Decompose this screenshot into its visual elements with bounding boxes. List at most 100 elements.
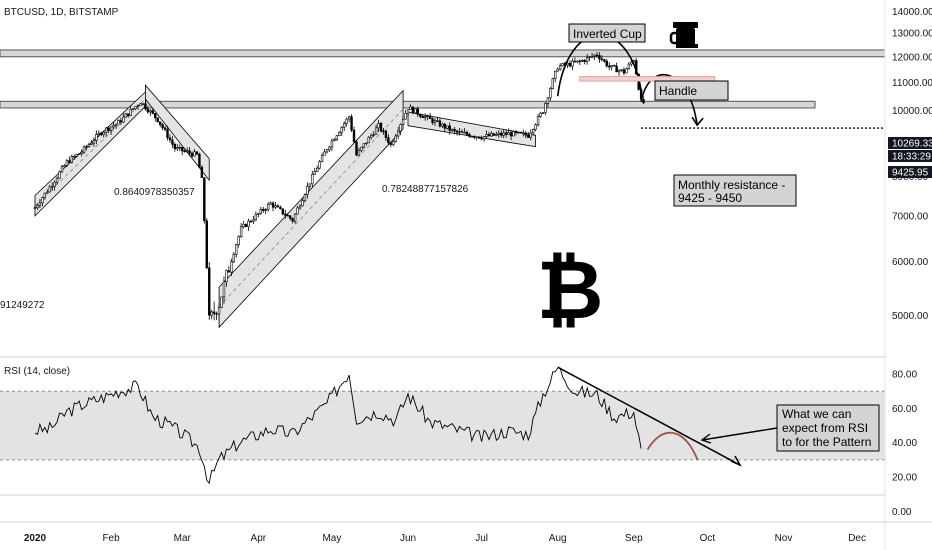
x-tick-label: Apr — [251, 533, 267, 544]
candle-body — [227, 270, 231, 273]
candle-body — [36, 205, 39, 208]
candle-body — [612, 65, 616, 67]
candle-body — [551, 78, 554, 89]
candle-body — [576, 60, 579, 63]
candle-body — [608, 65, 611, 68]
candle-body — [546, 97, 550, 104]
x-tick-label: Nov — [775, 533, 793, 544]
candle-body — [497, 132, 501, 135]
candle-body — [365, 142, 368, 144]
candle-body — [306, 186, 309, 195]
x-tick-label: May — [322, 533, 341, 544]
candle-body — [274, 205, 277, 208]
candle-body — [409, 106, 412, 110]
candle-body — [230, 261, 233, 273]
rsi-note-line-1: What we can — [782, 407, 851, 421]
candle-body — [318, 161, 321, 169]
candle-body — [536, 116, 540, 125]
candle-body — [232, 253, 235, 263]
candle-body — [279, 206, 282, 210]
price-badge — [888, 137, 932, 149]
rsi-pane — [0, 366, 885, 485]
price-badge-label: 10269.33 — [892, 139, 932, 150]
channel-label: 91249272 — [0, 300, 45, 311]
candle-body — [215, 313, 218, 315]
channel-label: 0.8640978350357 — [114, 187, 195, 198]
candle-body — [598, 55, 601, 60]
rsi-note-arrow — [701, 427, 778, 441]
candle-body — [293, 213, 297, 222]
candle-body — [517, 131, 520, 134]
candle-body — [303, 194, 307, 201]
channel-midline — [34, 98, 146, 206]
candle-body — [460, 131, 464, 133]
candle-body — [455, 130, 459, 133]
candle-body — [185, 150, 189, 152]
candle-body — [377, 122, 380, 129]
x-tick-label: Dec — [848, 533, 866, 544]
candle-body — [65, 160, 69, 166]
rsi-trendline — [557, 366, 741, 466]
candle-body — [399, 124, 402, 132]
candle-body — [480, 137, 483, 140]
symbol-header: BTCUSD, 1D, BITSTAMP — [4, 7, 119, 18]
candle-body — [239, 226, 243, 237]
candle-body — [129, 108, 132, 116]
candle-body — [264, 209, 267, 211]
candle-body — [367, 136, 370, 144]
candle-body — [173, 143, 177, 150]
candle-body — [208, 267, 211, 316]
candle-body — [171, 139, 174, 145]
candle-body — [392, 141, 395, 145]
candle-body — [502, 132, 505, 136]
monthly-resistance-line-2: 9425 - 9450 — [678, 191, 742, 205]
candle-body — [347, 116, 351, 120]
candle-body — [257, 213, 260, 215]
candle-body — [438, 120, 442, 127]
candle-body — [112, 125, 115, 128]
candle-body — [441, 123, 444, 127]
candle-body — [181, 146, 184, 152]
candle-body — [495, 134, 498, 136]
inverted-cup-label: Inverted Cup — [573, 27, 642, 41]
candle-body — [433, 120, 437, 124]
candle-body — [136, 105, 140, 107]
candle-body — [419, 114, 422, 117]
candle-body — [127, 113, 130, 116]
bitcoin-logo: ₿ — [536, 243, 604, 338]
candle-body — [190, 152, 194, 157]
candle-body — [316, 167, 319, 172]
price-badge — [888, 166, 932, 178]
candle-body — [80, 151, 83, 154]
candle-body — [269, 202, 272, 205]
candle-body — [603, 59, 606, 62]
candle-body — [458, 131, 461, 133]
x-tick-label: Jul — [475, 533, 488, 544]
candle-body — [43, 192, 47, 199]
candle-body — [77, 153, 81, 155]
candle-body — [244, 223, 248, 227]
candle-body — [622, 69, 626, 74]
cup-icon — [669, 22, 698, 48]
rsi-label: RSI (14, close) — [4, 366, 70, 377]
candle-body — [325, 149, 329, 153]
x-tick-label: Oct — [700, 533, 716, 544]
x-axis: 2020 Feb Mar Apr May Jun Jul Aug Sep Oct Nov Dec — [24, 533, 866, 544]
candle-body — [210, 311, 213, 316]
price-tick-label: 10000.00 — [892, 106, 932, 117]
candle-body — [568, 62, 572, 67]
rsi-tick-label: 60.00 — [892, 404, 917, 415]
price-tick-label: 6000.00 — [892, 257, 929, 268]
candle-body — [453, 129, 456, 132]
candle-body — [527, 134, 530, 138]
candle-body — [183, 150, 186, 153]
candle-body — [38, 202, 42, 206]
candle-body — [431, 118, 434, 124]
candle-body — [266, 203, 270, 210]
candle-body — [328, 146, 331, 151]
candle-body — [149, 110, 152, 113]
x-tick-label: Jun — [400, 533, 416, 544]
candle-body — [362, 143, 366, 148]
candle-body — [465, 131, 469, 135]
candle-body — [308, 183, 312, 187]
